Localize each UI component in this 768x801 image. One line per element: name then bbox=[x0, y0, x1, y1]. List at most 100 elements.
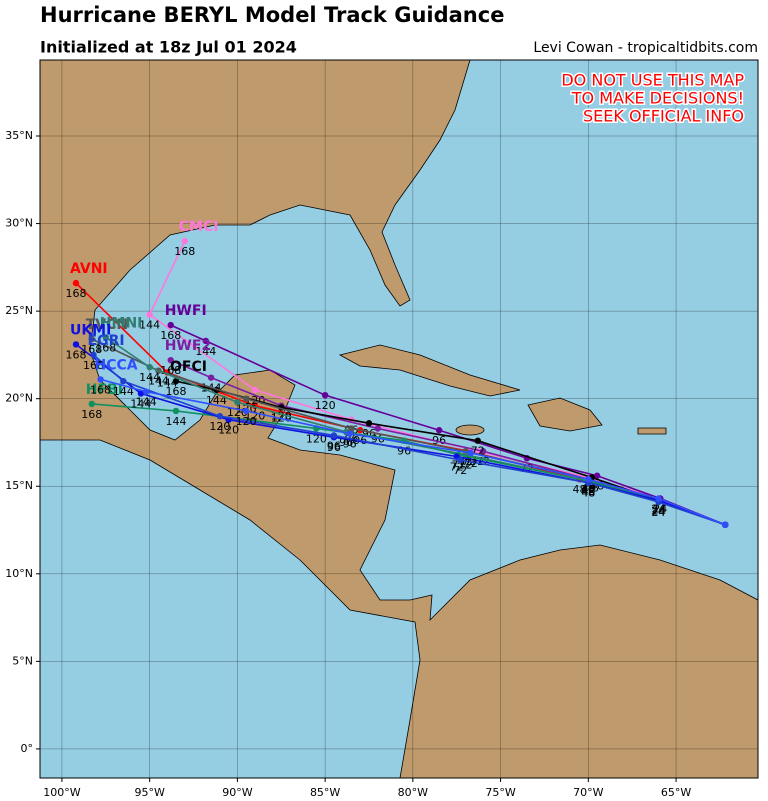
hour-label: 96 bbox=[432, 434, 446, 447]
hour-label: 168 bbox=[174, 245, 195, 258]
track-point bbox=[242, 407, 250, 415]
model-label: HFBI bbox=[86, 382, 123, 398]
map-frame bbox=[39, 59, 759, 779]
track-point bbox=[721, 521, 729, 528]
hour-label: 144 bbox=[130, 397, 151, 410]
hour-label: 24 bbox=[652, 504, 666, 517]
track-point bbox=[181, 237, 188, 245]
hour-label: 24 bbox=[652, 506, 666, 519]
track-point bbox=[348, 425, 355, 432]
hour-label: 144 bbox=[148, 375, 169, 388]
track-point bbox=[585, 476, 592, 483]
warning-line: DO NOT USE THIS MAP bbox=[561, 71, 744, 90]
hour-label: 24 bbox=[652, 504, 666, 517]
hour-label: 48 bbox=[581, 485, 595, 498]
axes: 100°W 95°W 90°W 85°W 80°W 75°W 70°W 65°W 0° 5°N 10… bbox=[5, 129, 691, 799]
track-point bbox=[216, 412, 224, 420]
hour-label: 144 bbox=[139, 319, 160, 332]
hour-label: 72 bbox=[453, 464, 467, 477]
hour-label: 144 bbox=[157, 376, 178, 389]
track-point bbox=[142, 388, 150, 395]
hour-label: 48 bbox=[581, 487, 595, 500]
track-point bbox=[146, 363, 153, 371]
model-label: HCCA bbox=[95, 357, 138, 373]
hour-label: 96 bbox=[327, 439, 341, 452]
lon-tick-label: 80°W bbox=[398, 786, 428, 799]
track-point bbox=[146, 311, 153, 318]
hour-label: 48 bbox=[581, 487, 595, 500]
track-point bbox=[120, 377, 127, 385]
track-point bbox=[346, 430, 353, 437]
lat-tick-label: 25°N bbox=[5, 304, 33, 317]
model-label: OFCI bbox=[170, 359, 207, 375]
jamaica bbox=[455, 424, 485, 436]
lat-tick-label: 5°N bbox=[12, 654, 33, 667]
hour-label: 120 bbox=[227, 406, 248, 419]
hour-label: 24 bbox=[652, 504, 666, 517]
hour-label: 120 bbox=[209, 420, 230, 433]
track-point bbox=[242, 395, 250, 402]
cuba bbox=[338, 344, 521, 397]
model-label: HWF2 bbox=[165, 338, 211, 354]
hour-label: 24 bbox=[652, 504, 666, 517]
hour-label: 168 bbox=[65, 287, 86, 300]
lat-tick-label: 30°N bbox=[5, 217, 33, 230]
lat-tick-label: 35°N bbox=[5, 129, 33, 142]
model-label: AVNI bbox=[70, 261, 108, 277]
track-line bbox=[100, 378, 726, 526]
hour-label: 168 bbox=[81, 408, 102, 421]
track-point bbox=[88, 400, 95, 408]
track-point bbox=[137, 390, 145, 397]
map-area: 24487296120144168AVNI24487296120144168CM… bbox=[40, 60, 758, 778]
lon-tick-label: 70°W bbox=[573, 786, 603, 799]
hour-label: 144 bbox=[113, 385, 134, 398]
lon-tick-label: 75°W bbox=[485, 786, 515, 799]
hour-label: 72 bbox=[464, 457, 478, 470]
track-point bbox=[102, 334, 109, 341]
lon-tick-label: 85°W bbox=[310, 786, 340, 799]
hour-label: 168 bbox=[95, 341, 116, 354]
lon-tick-label: 95°W bbox=[134, 786, 164, 799]
track-point bbox=[321, 391, 329, 399]
hour-label: 96 bbox=[327, 441, 341, 454]
track-point bbox=[467, 449, 474, 457]
hour-label: 144 bbox=[165, 415, 186, 428]
lon-tick-label: 90°W bbox=[222, 786, 252, 799]
lat-tick-label: 15°N bbox=[5, 479, 33, 492]
model-label: HMNI bbox=[100, 315, 143, 331]
track-point bbox=[207, 374, 215, 381]
track-line bbox=[170, 324, 726, 526]
hour-label: 48 bbox=[581, 481, 595, 494]
hour-label: 96 bbox=[343, 438, 357, 451]
model-label: UKMI bbox=[70, 322, 111, 338]
track-line bbox=[92, 354, 726, 526]
track-point bbox=[655, 495, 662, 502]
hour-label: 48 bbox=[581, 485, 595, 498]
lon-tick-label: 65°W bbox=[661, 786, 691, 799]
hour-label: 144 bbox=[139, 371, 160, 384]
credit: Levi Cowan - tropicaltidbits.com bbox=[533, 40, 758, 56]
track-point bbox=[479, 448, 487, 455]
model-label: HWFI bbox=[165, 303, 207, 319]
track-point bbox=[167, 356, 174, 364]
title: Hurricane BERYL Model Track Guidance bbox=[40, 3, 504, 27]
track-point bbox=[88, 335, 95, 343]
track-point bbox=[72, 279, 80, 287]
warning-line: SEEK OFFICIAL INFO bbox=[583, 107, 744, 126]
track-point bbox=[365, 420, 373, 427]
lon-tick-label: 100°W bbox=[43, 786, 80, 799]
track-point bbox=[593, 472, 601, 479]
hour-label: 144 bbox=[195, 345, 216, 358]
hour-label: 168 bbox=[65, 348, 86, 361]
track-point bbox=[330, 432, 338, 439]
model-label: TVCN bbox=[86, 317, 128, 333]
hour-label: 24 bbox=[652, 503, 666, 516]
hour-label: 48 bbox=[573, 483, 587, 496]
hispaniola bbox=[527, 397, 603, 432]
track-point bbox=[234, 398, 241, 406]
hour-label: 48 bbox=[581, 483, 595, 496]
track-point bbox=[202, 337, 210, 345]
lat-tick-label: 10°N bbox=[5, 567, 33, 580]
hour-label: 168 bbox=[160, 329, 181, 342]
hour-label: 168 bbox=[165, 385, 186, 398]
